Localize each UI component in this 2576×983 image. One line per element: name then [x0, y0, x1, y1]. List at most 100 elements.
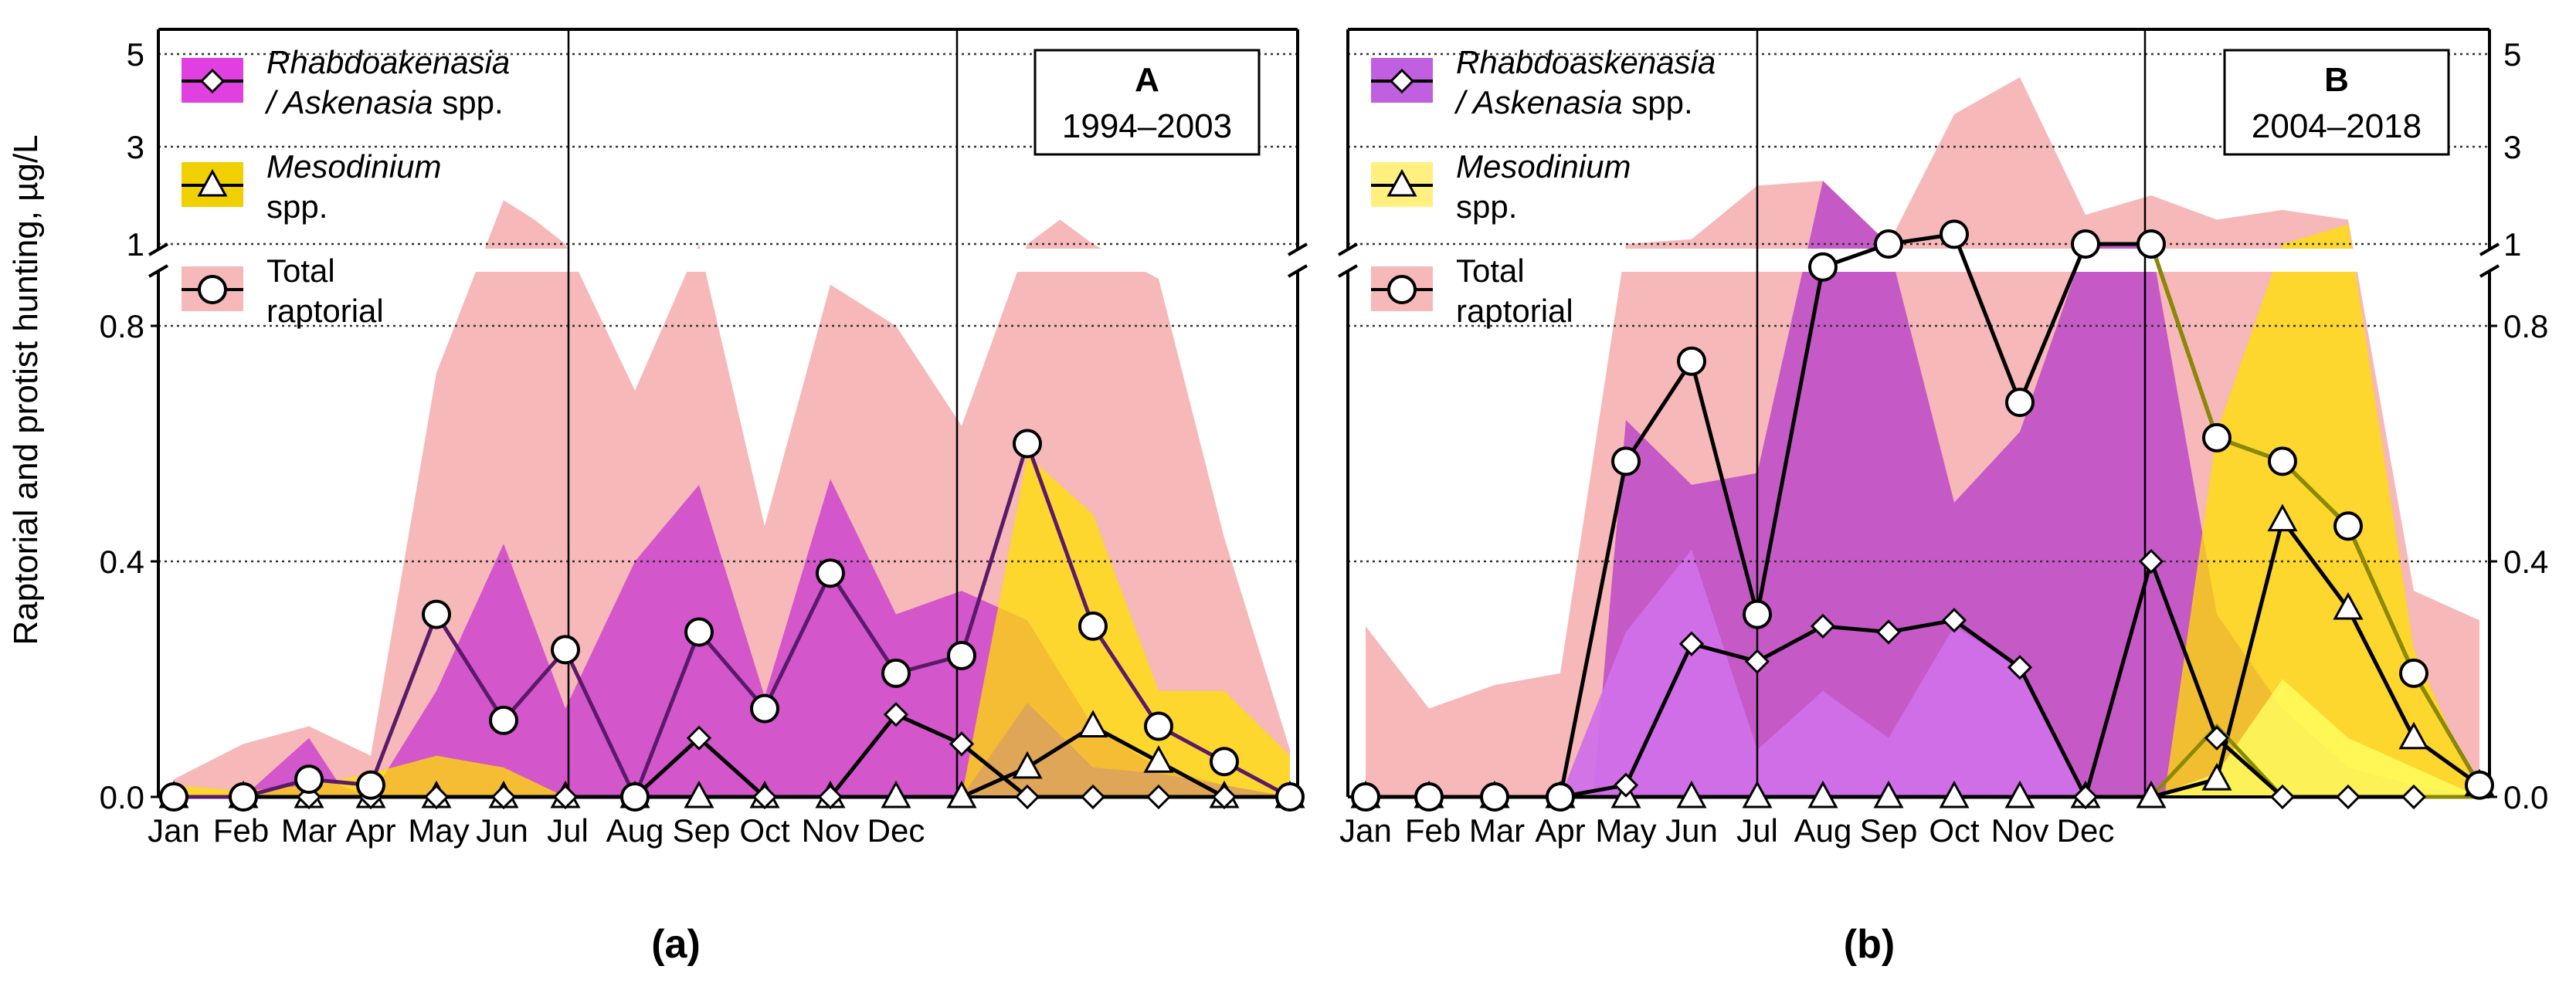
legend-label-text: raptorial — [1456, 293, 1573, 329]
total-marker-6 — [551, 635, 580, 665]
break-gap-1 — [2483, 250, 2496, 270]
total-marker-8 — [1874, 229, 1903, 259]
title-box — [2223, 49, 2450, 156]
total-marker-17 — [2465, 770, 2494, 800]
break-mark-bottom-0 — [1337, 264, 1359, 278]
meso-marker-15 — [1143, 745, 1174, 773]
legend-label-line2: / Askenasia spp. — [1454, 84, 1693, 120]
meso-marker-15 — [2333, 591, 2364, 620]
total-marker-14 — [2268, 446, 2297, 476]
total-marker-5 — [1677, 346, 1706, 376]
meso-marker-13 — [2201, 763, 2232, 791]
meso-marker-12 — [2136, 780, 2167, 808]
x-tick-label: Oct — [739, 812, 790, 849]
y-tick-label: 0.4 — [2503, 544, 2548, 580]
rhabdo-marker-5 — [1678, 631, 1705, 656]
legend-label-line1: Rhabdoaskenasia — [1456, 44, 1716, 80]
x-tick-label: Feb — [213, 812, 269, 849]
total-marker-9 — [750, 693, 779, 724]
legend-label-line2: raptorial — [1456, 293, 1573, 329]
total-marker-0 — [1351, 782, 1380, 812]
meso-marker-14 — [2267, 503, 2298, 532]
panel-label: (b) — [1844, 922, 1895, 967]
rhabdo-marker-13 — [1014, 784, 1040, 810]
legend-label-text: raptorial — [266, 293, 384, 329]
meso-marker-5 — [1676, 780, 1707, 808]
x-tick-label: Oct — [1929, 812, 1980, 849]
x-tick-label: May — [408, 812, 469, 849]
legend-marker — [1387, 275, 1417, 304]
x-tick-label: Apr — [345, 812, 395, 849]
break-gap-0 — [1342, 250, 1354, 270]
rhabdo-marker-8 — [686, 725, 712, 751]
rhabdo-marker-14 — [1080, 784, 1106, 810]
break-gap-1 — [1291, 250, 1304, 270]
break-mark-top-0 — [1337, 242, 1359, 256]
x-tick-label: Nov — [802, 812, 860, 849]
meso-marker-9 — [1939, 780, 1970, 808]
total-marker-13 — [1013, 429, 1042, 459]
legend-marker — [198, 275, 227, 304]
meso-marker-7 — [1807, 780, 1838, 808]
rhabdo-marker-11 — [2072, 784, 2099, 810]
total-marker-3 — [356, 770, 385, 800]
total-marker-16 — [1210, 747, 1239, 777]
rhabdo-marker-11 — [883, 702, 909, 727]
y-tick-label: 0.8 — [100, 308, 144, 344]
x-tick-label: Aug — [606, 812, 664, 849]
y-tick-label: 0.0 — [100, 779, 144, 815]
total-marker-5 — [489, 705, 518, 735]
legend-label-text: spp. — [433, 84, 504, 120]
panel-label: (a) — [651, 922, 701, 967]
title-box — [1033, 49, 1261, 156]
break-mark-bottom-1 — [2479, 264, 2500, 278]
total-marker-7 — [620, 782, 650, 812]
meso-marker-8 — [684, 780, 714, 808]
title-box-years: 2004–2018 — [2252, 107, 2422, 145]
x-tick-label: Sep — [673, 812, 731, 849]
rhabdo-marker-4 — [1613, 772, 1639, 798]
total-marker-11 — [881, 658, 911, 688]
legend-label-italic: Mesodinium — [266, 148, 441, 185]
x-tick-label: Nov — [1991, 812, 2049, 849]
meso-marker-11 — [881, 780, 911, 808]
axis-break-gap — [158, 249, 1298, 272]
break-mark-top-1 — [1287, 242, 1308, 256]
y-axis-label: Raptorial and protist hunting, µg/L — [7, 134, 45, 645]
y-tick-label: 5 — [2503, 36, 2521, 73]
x-tick-label: Sep — [1860, 812, 1918, 849]
legend-label-italic: / Askenasia — [1454, 84, 1623, 120]
legend-label-line2: spp. — [266, 188, 328, 225]
x-tick-label: Jun — [476, 812, 528, 849]
meso-marker-10 — [2004, 780, 2035, 808]
total-marker-10 — [2005, 388, 2035, 418]
legend-marker — [1389, 68, 1415, 94]
meso-marker-16 — [2398, 721, 2429, 750]
total-marker-4 — [422, 599, 451, 629]
total-marker-15 — [1144, 711, 1173, 741]
rhabdo-marker-7 — [1810, 613, 1836, 639]
total-marker-6 — [1743, 599, 1772, 629]
total-marker-13 — [2202, 422, 2232, 453]
total-marker-3 — [1546, 782, 1575, 812]
rhabdo-marker-16 — [2401, 784, 2427, 810]
rhabdo-marker-5 — [490, 784, 517, 810]
legend-label-italic: Mesodinium — [1456, 148, 1631, 185]
total-marker-1 — [1414, 782, 1444, 812]
legend-label-text: spp. — [266, 188, 328, 225]
rhabdo-marker-15 — [1145, 784, 1172, 810]
total-marker-2 — [1480, 782, 1509, 812]
y-tick-label: 5 — [127, 36, 144, 73]
rhabdo-marker-16 — [1211, 784, 1237, 810]
meso-marker-6 — [1742, 780, 1773, 808]
rhabdo-marker-9 — [1941, 608, 1967, 633]
x-tick-label: Apr — [1535, 812, 1585, 849]
legend-label-line2: raptorial — [266, 293, 384, 329]
title-box-letter: B — [2324, 61, 2349, 99]
y-tick-label: 0.0 — [2503, 779, 2548, 815]
y-tick-label: 3 — [2503, 129, 2521, 165]
legend-label-line1: Mesodinium — [266, 148, 441, 185]
legend-marker — [1386, 168, 1417, 197]
total-line-tail — [2149, 243, 2482, 787]
rhabdo-marker-8 — [1875, 619, 1902, 645]
